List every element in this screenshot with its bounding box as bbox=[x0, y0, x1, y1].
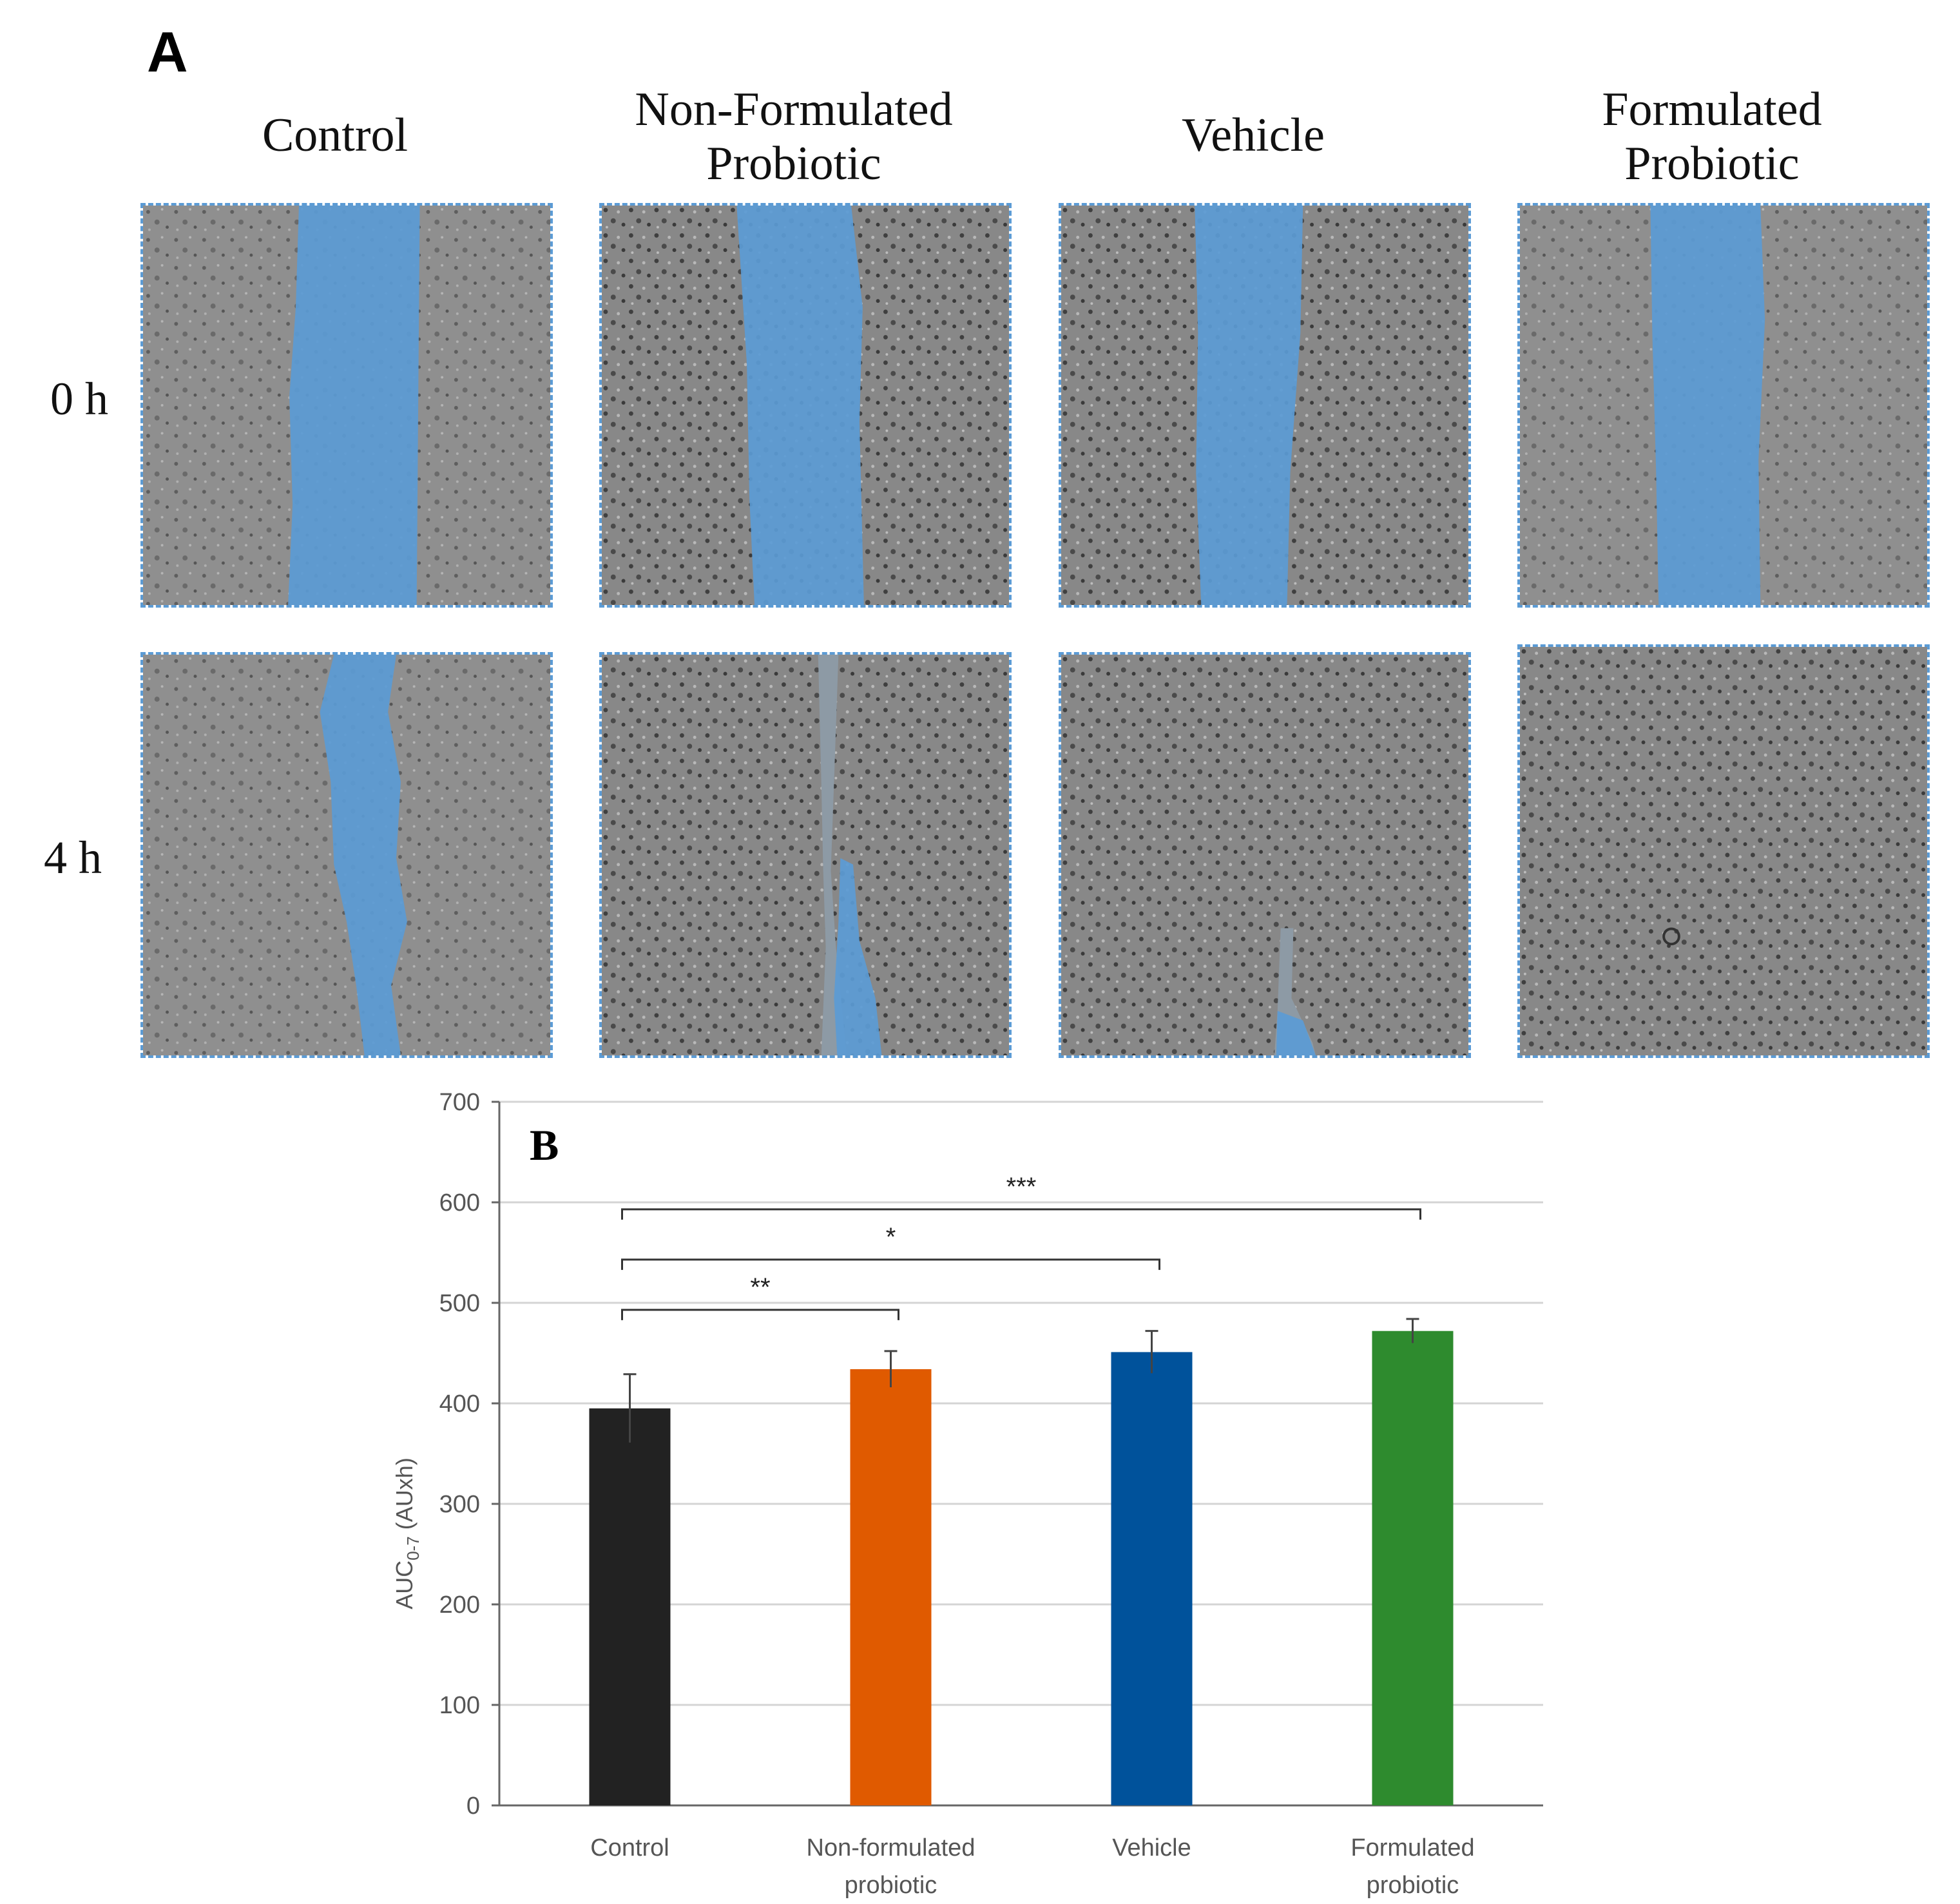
panel-b-letter: B bbox=[530, 1120, 559, 1169]
x-tick-label: Control bbox=[590, 1834, 669, 1861]
x-tick-label: Formulated probiotic bbox=[1350, 1834, 1474, 1899]
micrograph-vehicle-0h bbox=[1059, 203, 1471, 608]
panel-a-letter: A bbox=[147, 20, 188, 84]
significance-label-2: *** bbox=[1006, 1173, 1037, 1201]
significance-bracket-0 bbox=[621, 1309, 899, 1320]
bar-3 bbox=[1372, 1331, 1454, 1805]
svg-text:AUC0-7 (AUxh): AUC0-7 (AUxh) bbox=[391, 1457, 423, 1610]
column-title-non-formulated: Non-Formulated Probiotic bbox=[635, 83, 953, 190]
column-title-control: Control bbox=[262, 109, 408, 162]
y-tick-label: 0 bbox=[466, 1793, 480, 1820]
significance-label-0: ** bbox=[750, 1273, 770, 1302]
y-tick-label: 100 bbox=[439, 1692, 480, 1719]
micrograph-control-0h bbox=[140, 203, 553, 608]
y-axis-title-main: AUC bbox=[391, 1561, 418, 1610]
row-label-0h: 0 h bbox=[50, 373, 108, 425]
bar-2 bbox=[1111, 1352, 1193, 1805]
bar-0 bbox=[589, 1408, 671, 1805]
y-axis-title-sub: 0-7 bbox=[403, 1536, 423, 1561]
y-tick-label: 500 bbox=[439, 1290, 480, 1317]
bar-1 bbox=[850, 1369, 932, 1805]
significance-bracket-1 bbox=[621, 1258, 1160, 1270]
x-tick-label: Non-formulated probiotic bbox=[807, 1834, 975, 1899]
micrograph-control-4h bbox=[140, 652, 553, 1058]
y-tick-label: 600 bbox=[439, 1189, 480, 1216]
micrograph-formulated-4h bbox=[1517, 644, 1930, 1058]
y-tick-label: 700 bbox=[439, 1089, 480, 1116]
significance-label-1: * bbox=[886, 1223, 896, 1251]
micrograph-non-formulated-0h bbox=[599, 203, 1012, 608]
y-tick-label: 400 bbox=[439, 1390, 480, 1418]
row-label-4h: 4 h bbox=[44, 832, 102, 883]
micrograph-vehicle-4h bbox=[1059, 652, 1471, 1058]
column-title-formulated: Formulated Probiotic bbox=[1602, 83, 1822, 190]
micrograph-formulated-0h bbox=[1517, 203, 1930, 608]
significance-bracket-2 bbox=[621, 1208, 1421, 1220]
micrograph-non-formulated-4h bbox=[599, 652, 1012, 1058]
y-tick-label: 300 bbox=[439, 1491, 480, 1518]
column-title-vehicle: Vehicle bbox=[1182, 109, 1325, 162]
x-tick-label: Vehicle bbox=[1112, 1834, 1191, 1861]
y-axis-title: AUC0-7 (AUxh) bbox=[391, 1457, 423, 1610]
y-tick-label: 200 bbox=[439, 1591, 480, 1619]
y-axis-title-unit: (AUxh) bbox=[391, 1457, 418, 1536]
